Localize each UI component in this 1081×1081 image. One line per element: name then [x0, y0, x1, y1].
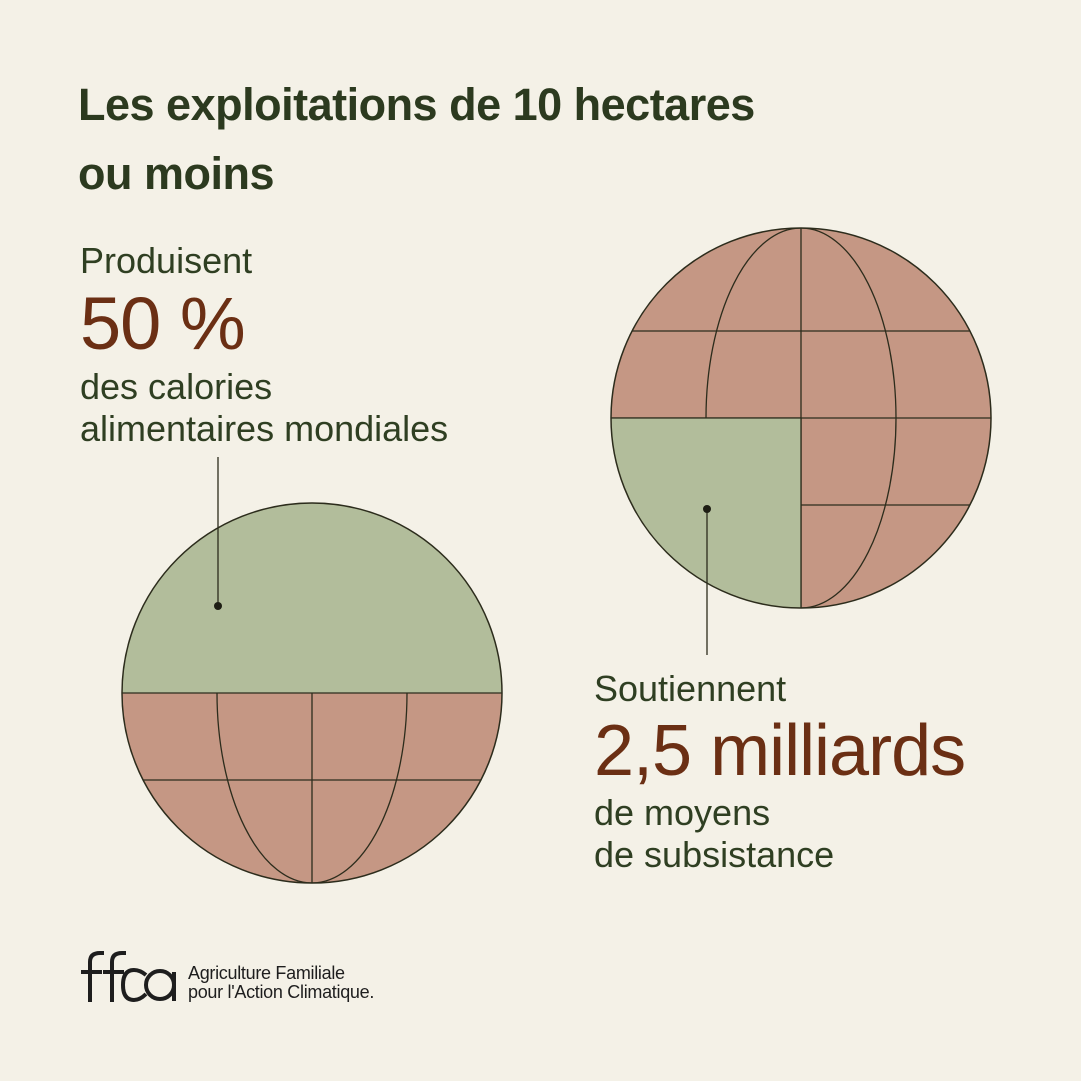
right-globe-highlight	[611, 418, 801, 608]
calories-stat: Produisent 50 % des calories alimentaire…	[80, 240, 448, 450]
ffca-logo-icon	[81, 951, 176, 1003]
left-globe-highlight	[122, 503, 502, 693]
logo-line-1: Agriculture Familiale	[188, 963, 345, 983]
page-title: Les exploitations de 10 hectares ou moin…	[78, 70, 978, 208]
left-globe-outline	[121, 502, 503, 884]
logo-line-2: pour l'Action Climatique.	[188, 982, 375, 1002]
livelihoods-stat: Soutiennent 2,5 milliards de moyens de s…	[594, 668, 966, 876]
calories-value: 50 %	[80, 282, 246, 365]
left-globe-icon	[121, 457, 503, 884]
right-globe-icon	[610, 227, 992, 655]
livelihoods-value: 2,5 milliards	[594, 711, 966, 791]
calories-desc-line-2: alimentaires mondiales	[80, 408, 449, 449]
livelihoods-desc-line-2: de subsistance	[594, 834, 835, 875]
livelihoods-lead: Soutiennent	[594, 668, 787, 709]
livelihoods-desc-line-1: de moyens	[594, 792, 771, 833]
calories-desc-line-1: des calories	[80, 366, 273, 407]
title-line-2: ou moins	[78, 148, 275, 199]
right-pointer-dot	[703, 505, 711, 513]
logo-wordmark: Agriculture Familiale pour l'Action Clim…	[188, 964, 374, 1002]
calories-lead: Produisent	[80, 240, 253, 281]
right-globe-outline	[610, 227, 992, 609]
ffca-logo: Agriculture Familiale pour l'Action Clim…	[78, 948, 498, 1008]
title-line-1: Les exploitations de 10 hectares	[78, 79, 755, 130]
left-pointer-dot	[214, 602, 222, 610]
